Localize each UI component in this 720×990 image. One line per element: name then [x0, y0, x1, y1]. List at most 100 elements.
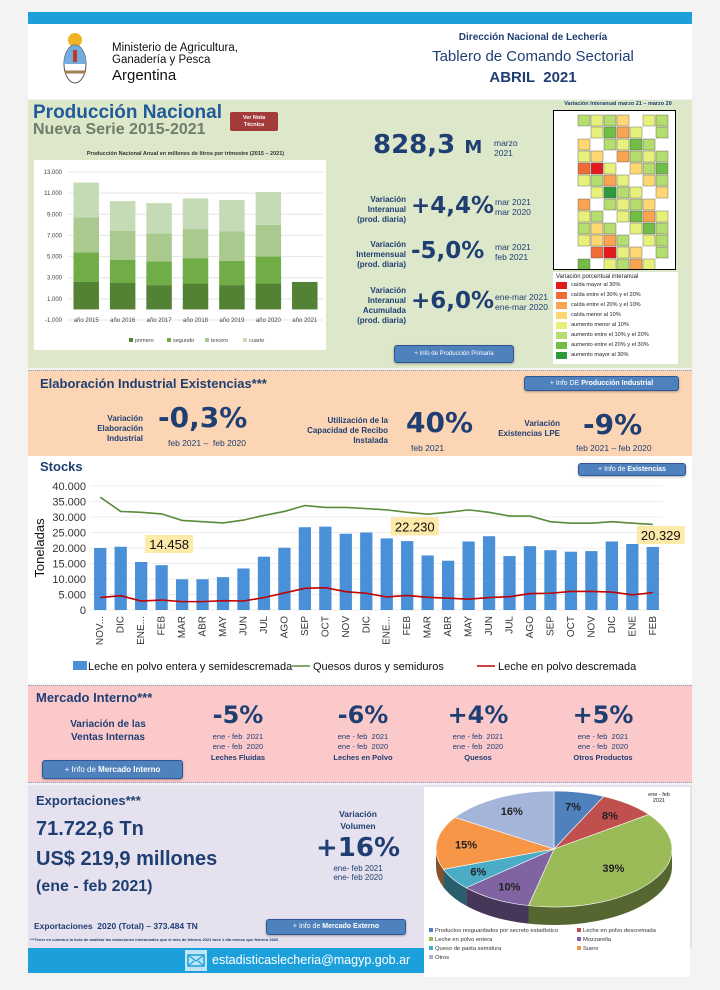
map-region	[655, 246, 669, 259]
production-title: Producción Nacional	[33, 102, 222, 123]
legend-label: tercero	[211, 338, 228, 344]
elab-period: feb 2021 – feb 2020	[168, 438, 246, 448]
x-tick-label: ENE	[627, 616, 638, 637]
x-tick-label: DIC	[116, 616, 127, 633]
x-tick-label: AGO	[279, 616, 290, 638]
stock-bar	[564, 551, 578, 610]
stock-variation-period: feb 2021 – feb 2020	[576, 443, 652, 453]
legend-label: segundo	[173, 338, 194, 344]
bar-cuarto	[146, 203, 172, 234]
stock-bar	[216, 577, 230, 610]
stock-bar	[257, 556, 271, 610]
industrial-info-button[interactable]: + Info DE Producción Industrial	[524, 376, 679, 391]
kpi-period: feb 2021	[495, 252, 529, 262]
map-region	[577, 258, 591, 269]
external-market-info-button[interactable]: + Info de Mercado Externo	[266, 919, 406, 935]
x-tick-label: JUN	[238, 616, 249, 635]
contact-email[interactable]: estadisticaslecheria@magyp.gob.ar	[212, 953, 411, 967]
footer-bar: estadisticaslecheria@magyp.gob.ar	[28, 948, 424, 973]
kpi-period: mar 2020	[495, 207, 531, 217]
legend-swatch	[556, 321, 567, 329]
mail-icon	[185, 950, 207, 971]
kpi-value: -5,0%	[411, 238, 485, 264]
production-volume: 828,3 M	[373, 130, 482, 160]
map-legend-item: aumento mayor al 30%	[556, 350, 675, 360]
map-title: Variación Interanual marzo 21 – marzo 20	[564, 101, 672, 107]
legend-swatch	[556, 331, 567, 339]
x-tick-label: SEP	[545, 616, 556, 636]
legend-label: Otros	[435, 955, 450, 961]
map-region	[629, 258, 643, 269]
stock-bar	[585, 551, 598, 610]
map-region	[642, 234, 656, 247]
map-region	[590, 222, 604, 235]
bar-primero	[109, 283, 136, 310]
technical-note-button[interactable]: Ver Nota Técnica	[230, 112, 278, 131]
pie-slice-side	[528, 849, 672, 925]
legend-swatch	[556, 341, 567, 349]
map-region	[590, 126, 604, 139]
market-period: ene - feb 2020	[577, 742, 629, 751]
kpi-label: (prod. diaria)	[357, 316, 406, 325]
map-legend-item: aumento entre el 20% y el 30%	[556, 340, 675, 350]
map-region	[642, 210, 656, 223]
legend-label: Leche en polvo descremada	[498, 661, 637, 673]
top-bar	[28, 12, 692, 24]
x-tick-label: MAY	[464, 616, 475, 637]
stock-bar	[360, 532, 373, 610]
pie-slice-side	[443, 869, 467, 906]
map-region	[629, 162, 643, 175]
kpi-label: Variación	[370, 240, 406, 249]
map-region	[603, 198, 617, 211]
exports-footnote: ***Tener en cuenta a la hora de analizar…	[30, 937, 279, 942]
bar-cuarto	[219, 200, 245, 232]
elab-label: Elaboración	[97, 424, 143, 433]
info-prefix: + Info de	[292, 923, 323, 930]
legend-swatch	[429, 946, 433, 950]
bar-cuarto	[255, 192, 282, 225]
map-legend-item: caída mayor al 30%	[556, 280, 675, 290]
market-info-button[interactable]: + Info de Mercado Interno	[42, 760, 183, 779]
y-tick-label: 25.000	[52, 528, 86, 540]
y-tick-label: 13.000	[44, 170, 63, 176]
map-region	[577, 114, 591, 127]
info-prefix: + Info DE	[549, 380, 582, 387]
pie-slice	[435, 817, 555, 870]
stocks-info-button[interactable]: + Info de Existencias	[578, 463, 686, 476]
kpi-label: Interanual	[367, 205, 406, 214]
data-label-bg	[390, 517, 439, 536]
kpi-label: (prod. diaria)	[357, 260, 406, 269]
pie-legend-item: Leche en polvo entera	[429, 936, 577, 945]
bar-tercero	[219, 231, 245, 261]
y-tick-label: 9.000	[47, 212, 63, 218]
legend-label: aumento entre el 20% y el 30%	[571, 342, 649, 348]
x-tick-label: año 2018	[183, 318, 209, 324]
market-period: ene - feb 2021	[337, 732, 389, 741]
map-region	[655, 174, 669, 187]
primary-production-info-button[interactable]: + Info de Producción Primaria	[394, 345, 514, 363]
stock-bar	[544, 550, 557, 610]
country: Argentina	[112, 67, 177, 84]
direction: Dirección Nacional de Lechería	[458, 32, 608, 43]
map-region	[603, 126, 617, 139]
legend-label: Mozzarella	[583, 937, 612, 943]
legend-label: aumento entre el 10% y el 20%	[571, 332, 649, 338]
map-region	[616, 210, 630, 223]
capacity-label: Utilización de la	[327, 416, 388, 425]
kpi-label: Intermensual	[356, 250, 406, 259]
map-region	[603, 234, 617, 247]
market-item: -5% ene - feb 2021 ene - feb 2020 Leches Fl…	[198, 698, 278, 763]
map-region	[616, 150, 630, 163]
pie-slice-side	[466, 887, 529, 924]
y-tick-label: 40.000	[52, 481, 86, 493]
line-lpd	[100, 586, 653, 603]
market-title: Mercado Interno***	[36, 690, 153, 705]
map-region	[629, 246, 643, 259]
x-tick-label: NOV...	[95, 616, 106, 645]
market-product: Otros Productos	[573, 753, 633, 762]
map-legend-item: aumento menor al 10%	[556, 320, 675, 330]
legend-label: caída menor al 10%	[571, 312, 621, 318]
x-tick-label: año 2020	[256, 318, 282, 324]
map-region	[655, 150, 669, 163]
legend-swatch	[429, 955, 433, 959]
